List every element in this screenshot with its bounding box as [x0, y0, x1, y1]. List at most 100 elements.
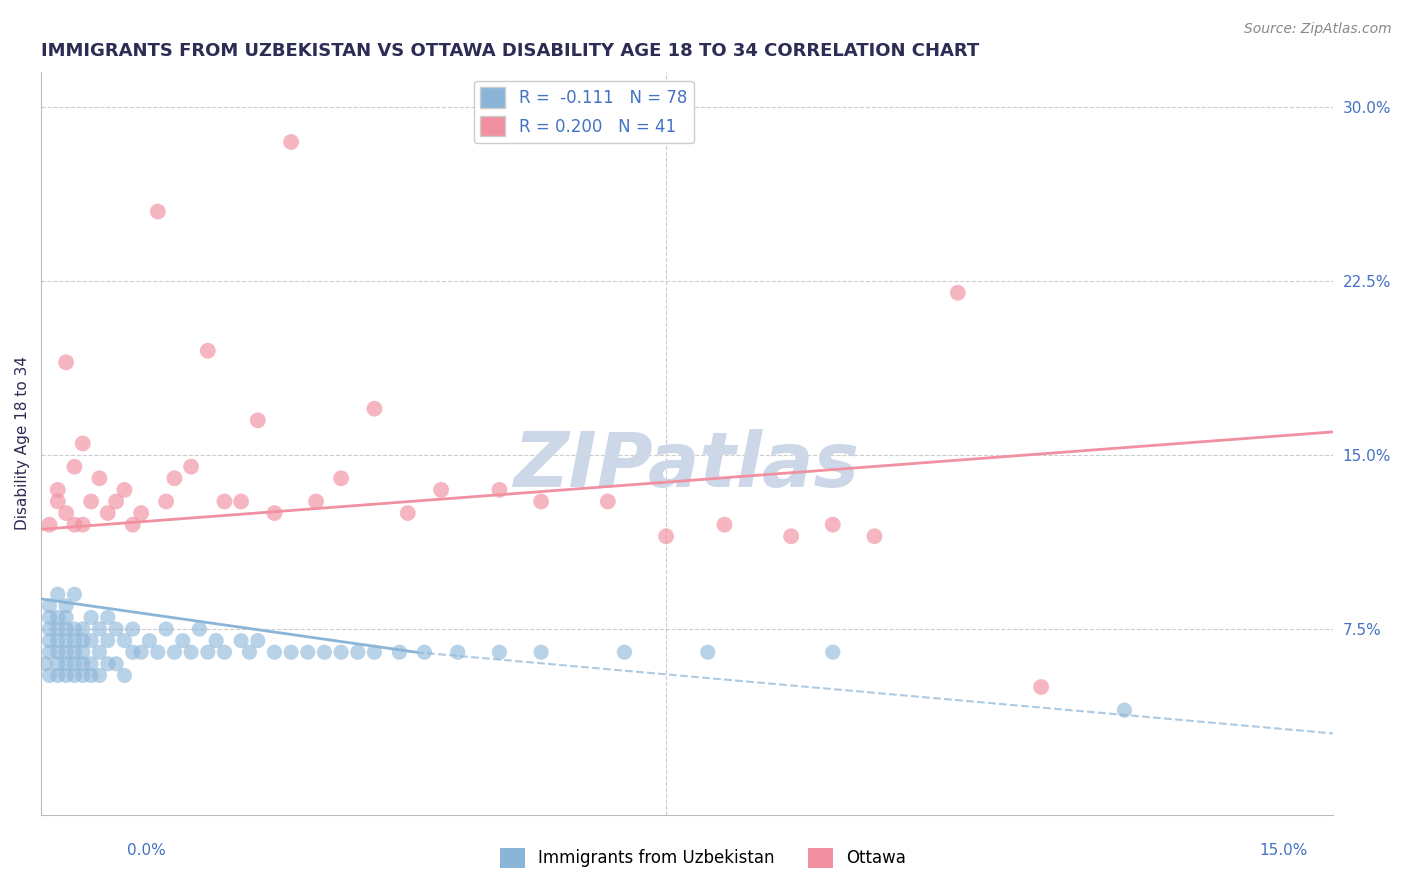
Point: [197, 645, 219, 659]
Point: [55, 633, 77, 648]
Point: [97, 610, 120, 624]
Point: [114, 668, 136, 682]
Point: [38, 622, 60, 636]
Point: [229, 494, 252, 508]
Point: [238, 645, 260, 659]
Point: [780, 529, 803, 543]
Point: [46, 587, 69, 601]
Point: [155, 622, 177, 636]
Point: [613, 645, 636, 659]
Point: [146, 645, 169, 659]
Point: [72, 633, 94, 648]
Point: [363, 401, 385, 416]
Text: IMMIGRANTS FROM UZBEKISTAN VS OTTAWA DISABILITY AGE 18 TO 34 CORRELATION CHART: IMMIGRANTS FROM UZBEKISTAN VS OTTAWA DIS…: [41, 42, 980, 60]
Point: [530, 494, 553, 508]
Point: [138, 633, 160, 648]
Point: [89, 471, 111, 485]
Point: [63, 517, 86, 532]
Text: ZIPatlas: ZIPatlas: [515, 429, 860, 503]
Point: [1114, 703, 1136, 717]
Point: [38, 633, 60, 648]
Point: [63, 633, 86, 648]
Point: [72, 436, 94, 450]
Point: [55, 610, 77, 624]
Point: [172, 633, 194, 648]
Point: [72, 622, 94, 636]
Point: [155, 494, 177, 508]
Point: [263, 506, 285, 520]
Point: [163, 471, 186, 485]
Point: [72, 668, 94, 682]
Point: [38, 517, 60, 532]
Point: [229, 633, 252, 648]
Point: [46, 483, 69, 497]
Point: [80, 657, 103, 671]
Point: [55, 506, 77, 520]
Point: [280, 135, 302, 149]
Point: [180, 459, 202, 474]
Point: [114, 483, 136, 497]
Point: [388, 645, 411, 659]
Point: [55, 645, 77, 659]
Point: [121, 645, 143, 659]
Point: [305, 494, 328, 508]
Point: [246, 633, 269, 648]
Point: [38, 610, 60, 624]
Point: [447, 645, 470, 659]
Point: [197, 343, 219, 358]
Point: [297, 645, 319, 659]
Point: [696, 645, 718, 659]
Point: [46, 622, 69, 636]
Legend: R =  -0.111   N = 78, R = 0.200   N = 41: R = -0.111 N = 78, R = 0.200 N = 41: [474, 81, 693, 143]
Point: [314, 645, 336, 659]
Point: [63, 668, 86, 682]
Point: [596, 494, 619, 508]
Point: [105, 494, 128, 508]
Point: [46, 633, 69, 648]
Point: [114, 633, 136, 648]
Y-axis label: Disability Age 18 to 34: Disability Age 18 to 34: [15, 357, 30, 531]
Point: [163, 645, 186, 659]
Point: [63, 459, 86, 474]
Point: [396, 506, 419, 520]
Legend: Immigrants from Uzbekistan, Ottawa: Immigrants from Uzbekistan, Ottawa: [494, 841, 912, 875]
Point: [530, 645, 553, 659]
Point: [821, 517, 844, 532]
Point: [363, 645, 385, 659]
Point: [72, 657, 94, 671]
Point: [97, 657, 120, 671]
Point: [38, 668, 60, 682]
Point: [46, 645, 69, 659]
Point: [413, 645, 436, 659]
Point: [1029, 680, 1052, 694]
Point: [214, 645, 236, 659]
Point: [188, 622, 211, 636]
Point: [346, 645, 368, 659]
Point: [46, 610, 69, 624]
Point: [430, 483, 453, 497]
Point: [46, 494, 69, 508]
Point: [280, 645, 302, 659]
Text: Source: ZipAtlas.com: Source: ZipAtlas.com: [1244, 22, 1392, 37]
Point: [129, 506, 152, 520]
Point: [121, 622, 143, 636]
Point: [38, 645, 60, 659]
Point: [863, 529, 886, 543]
Point: [80, 610, 103, 624]
Point: [330, 645, 353, 659]
Point: [121, 517, 143, 532]
Point: [72, 517, 94, 532]
Point: [263, 645, 285, 659]
Point: [205, 633, 228, 648]
Point: [63, 622, 86, 636]
Point: [55, 657, 77, 671]
Point: [55, 355, 77, 369]
Point: [72, 645, 94, 659]
Point: [246, 413, 269, 427]
Point: [80, 668, 103, 682]
Point: [80, 633, 103, 648]
Point: [97, 506, 120, 520]
Point: [821, 645, 844, 659]
Point: [63, 645, 86, 659]
Point: [46, 657, 69, 671]
